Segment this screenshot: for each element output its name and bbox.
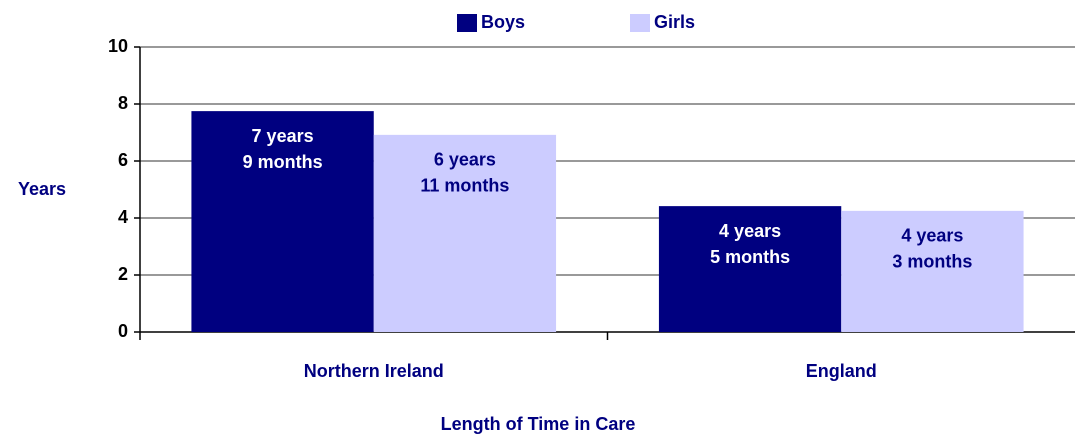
x-tick-label: England (806, 361, 877, 381)
y-tick-label: 10 (108, 36, 128, 56)
value-label: 6 years (434, 150, 496, 170)
value-label: 11 months (420, 176, 509, 196)
y-axis-label: Years (18, 179, 66, 199)
y-tick-label: 4 (118, 207, 128, 227)
y-tick-label: 8 (118, 93, 128, 113)
bar (841, 210, 1024, 332)
legend-swatch (630, 14, 650, 32)
value-label: 5 months (710, 247, 790, 267)
bar (373, 134, 557, 332)
value-label: 3 months (892, 252, 972, 272)
y-tick-label: 0 (118, 321, 128, 341)
x-axis-label: Length of Time in Care (441, 414, 636, 434)
legend-swatch (457, 14, 477, 32)
x-tick-label: Northern Ireland (304, 361, 444, 381)
value-label: 4 years (901, 226, 963, 246)
y-tick-label: 2 (118, 264, 128, 284)
legend-label: Boys (481, 12, 525, 32)
legend-label: Girls (654, 12, 695, 32)
value-label: 7 years (252, 126, 314, 146)
bar (191, 111, 374, 332)
bar (658, 206, 842, 332)
value-label: 4 years (719, 221, 781, 241)
value-label: 9 months (243, 152, 323, 172)
y-tick-label: 6 (118, 150, 128, 170)
